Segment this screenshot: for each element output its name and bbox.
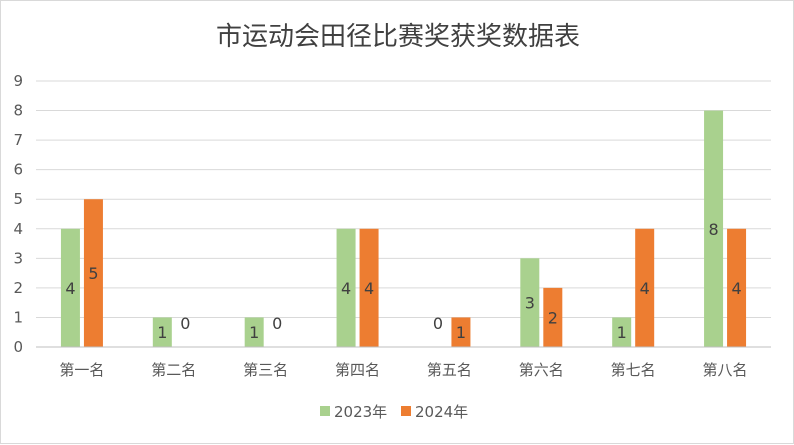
chart-title: 市运动会田径比赛奖获奖数据表	[216, 22, 580, 52]
data-label: 0	[272, 314, 282, 333]
data-label: 1	[157, 323, 167, 342]
data-label: 1	[249, 323, 259, 342]
data-label: 0	[180, 314, 190, 333]
legend-label: 2024年	[415, 403, 468, 421]
x-tick-label: 第八名	[703, 361, 748, 379]
data-label: 4	[731, 279, 741, 298]
bar	[704, 110, 724, 347]
x-tick-label: 第二名	[151, 361, 196, 379]
data-label: 0	[433, 314, 443, 333]
y-tick-label: 9	[13, 72, 23, 90]
bar	[244, 317, 264, 347]
legend-swatch	[401, 406, 411, 416]
bar	[451, 317, 471, 347]
x-tick-label: 第六名	[519, 361, 564, 379]
bar	[543, 287, 563, 347]
bar	[612, 317, 632, 347]
y-tick-label: 4	[13, 220, 23, 238]
bars	[60, 110, 747, 347]
y-tick-label: 6	[13, 161, 23, 179]
legend: 2023年 2024年	[320, 403, 468, 421]
x-tick-label: 第七名	[611, 361, 656, 379]
bar	[60, 228, 80, 347]
data-label: 4	[65, 279, 75, 298]
bar	[635, 228, 655, 347]
gridlines	[36, 80, 771, 318]
x-tick-label: 第五名	[427, 361, 472, 379]
bar	[520, 258, 540, 347]
data-label: 4	[640, 279, 650, 298]
bar	[83, 199, 103, 347]
bar	[152, 317, 172, 347]
x-tick-label: 第四名	[335, 361, 380, 379]
y-tick-label: 3	[13, 249, 23, 267]
data-label: 3	[525, 294, 535, 313]
x-axis: 第一名 第二名 第三名 第四名 第五名 第六名 第七名 第八名	[36, 346, 771, 379]
bar	[359, 228, 379, 347]
bar	[336, 228, 356, 347]
legend-swatch	[320, 406, 330, 416]
y-tick-label: 1	[13, 308, 23, 326]
y-tick-label: 5	[13, 190, 23, 208]
x-tick-label: 第三名	[243, 361, 288, 379]
legend-label: 2023年	[334, 403, 387, 421]
data-label: 4	[364, 279, 374, 298]
data-label: 5	[88, 264, 98, 283]
y-tick-label: 2	[13, 279, 23, 297]
data-label: 1	[456, 323, 466, 342]
y-tick-label: 8	[13, 102, 23, 120]
data-label: 2	[548, 308, 558, 327]
x-tick-label: 第一名	[59, 361, 104, 379]
data-label: 4	[341, 279, 351, 298]
bar	[727, 228, 747, 347]
y-tick-label: 0	[13, 338, 23, 356]
data-label: 8	[708, 220, 718, 239]
y-tick-label: 7	[13, 131, 23, 149]
y-axis: 0 1 2 3 4 5 6 7 8 9	[13, 72, 23, 356]
data-label: 1	[617, 323, 627, 342]
